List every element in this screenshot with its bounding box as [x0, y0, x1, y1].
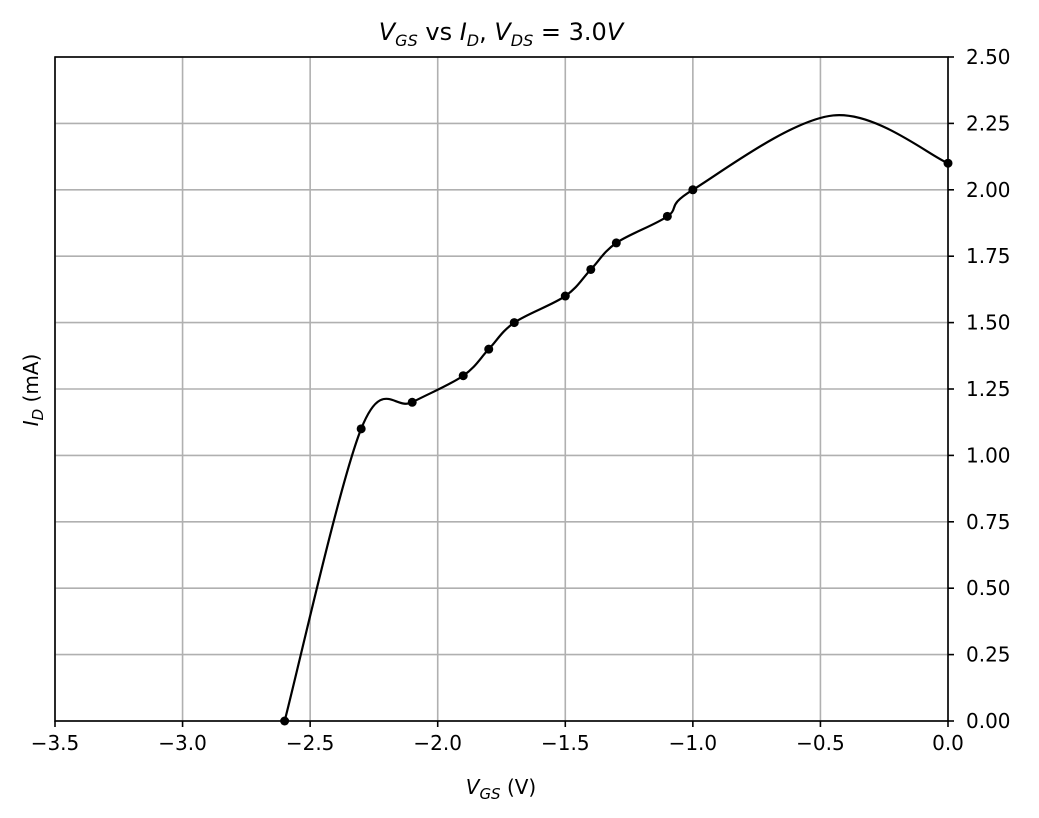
y-tick-label: 0.50 — [966, 576, 1011, 600]
y-tick-label: 2.50 — [966, 45, 1011, 69]
x-tick-label: 0.0 — [932, 731, 964, 755]
y-tick-label: 1.25 — [966, 377, 1011, 401]
data-point — [356, 424, 366, 434]
data-point — [509, 318, 519, 328]
x-axis-ticks: −3.5 −3.0 −2.5 −2.0 −1.5 −1.0 −0.5 0.0 — [31, 56, 964, 755]
y-tick-label: 0.75 — [966, 510, 1011, 534]
data-point — [407, 397, 417, 407]
x-tick-label: −2.0 — [413, 731, 462, 755]
data-point — [458, 371, 468, 381]
grid — [54, 56, 949, 722]
y-tick-label: 2.25 — [966, 111, 1011, 135]
y-axis-ticks: 0.00 0.25 0.50 0.75 1.00 1.25 1.50 1.75 2.00 2.25… — [966, 45, 1011, 733]
y-tick-label: 1.00 — [966, 443, 1011, 467]
data-point — [662, 211, 672, 221]
data-point — [560, 291, 570, 301]
x-tick-label: −3.0 — [158, 731, 207, 755]
data-markers — [280, 158, 953, 726]
chart-title: VGS vs ID, VDS = 3.0V — [379, 18, 625, 50]
x-tick-label: −3.5 — [31, 731, 80, 755]
data-point — [688, 185, 698, 195]
data-point — [586, 264, 596, 274]
y-tick-label: 0.00 — [966, 709, 1011, 733]
y-axis-label: ID (mA) — [19, 354, 47, 427]
x-tick-label: −1.0 — [669, 731, 718, 755]
y-tick-label: 1.50 — [966, 311, 1011, 335]
data-series — [283, 114, 949, 722]
y-tick-label: 1.75 — [966, 244, 1011, 268]
data-point — [484, 344, 494, 354]
x-tick-label: −1.5 — [541, 731, 590, 755]
x-axis-label: VGS (V) — [466, 775, 537, 803]
y-tick-label: 0.25 — [966, 643, 1011, 667]
id-vs-vgs-curve — [283, 114, 949, 722]
y-tick-label: 2.00 — [966, 178, 1011, 202]
x-tick-label: −2.5 — [286, 731, 335, 755]
data-point — [611, 238, 621, 248]
x-tick-label: −0.5 — [796, 731, 845, 755]
